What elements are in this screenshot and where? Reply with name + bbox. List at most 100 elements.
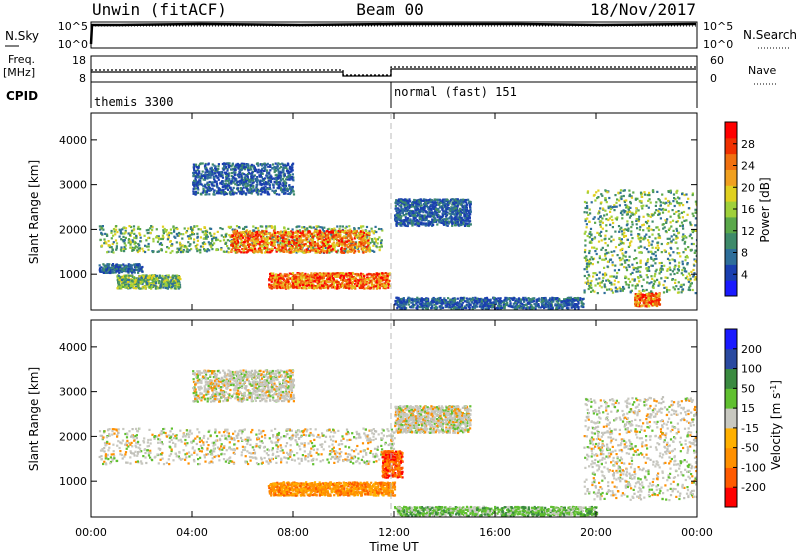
- power-cell-2583: [305, 282, 308, 285]
- power-cell-279: [110, 237, 113, 240]
- power-cell-97: [378, 246, 382, 249]
- power-cell-4657: [465, 203, 469, 206]
- power-cell-1504: [289, 246, 293, 249]
- power-cell-1613: [258, 248, 261, 251]
- power-cell-1700: [233, 241, 237, 244]
- power-cell-3191: [136, 265, 140, 269]
- power-cell-3472: [221, 162, 224, 166]
- power-cell-2836: [168, 281, 172, 284]
- power-cell-2821: [174, 277, 177, 280]
- power-cell-4062: [228, 178, 231, 181]
- power-cell-808: [375, 238, 378, 241]
- power-cell-4060: [291, 187, 294, 190]
- power-cell-28: [354, 241, 358, 244]
- power-cell-4663: [468, 220, 472, 223]
- power-cell-2174: [347, 282, 351, 285]
- power-cell-2403: [311, 282, 314, 285]
- power-cell-741: [222, 239, 226, 242]
- power-cell-1743: [249, 232, 252, 235]
- power-cell-4882: [444, 212, 447, 215]
- power-cell-3318: [126, 267, 129, 270]
- power-cell-880: [357, 227, 360, 230]
- power-cell-1111: [349, 235, 352, 238]
- power-cell-4795: [437, 214, 440, 217]
- power-cell-2051: [354, 285, 357, 288]
- power-cell-3653: [197, 188, 200, 191]
- power-cell-2486: [383, 282, 386, 285]
- power-cell-4819: [426, 206, 429, 209]
- power-cell-1753: [277, 247, 280, 250]
- power-cell-403: [216, 238, 220, 241]
- power-cell-4468: [411, 200, 414, 204]
- power-cell-34: [123, 250, 126, 253]
- power-cell-414: [108, 244, 111, 247]
- power-cell-3057: [145, 274, 148, 277]
- power-cell-2588: [327, 274, 330, 278]
- power-cell-3145: [154, 282, 157, 285]
- power-cell-445: [178, 241, 181, 244]
- power-cell-4044: [230, 165, 233, 168]
- power-cell-2529: [385, 279, 388, 282]
- power-cell-1463: [294, 231, 298, 234]
- power-cell-3326: [115, 270, 118, 273]
- power-cell-576: [273, 225, 276, 228]
- power-cell-3361: [105, 264, 108, 267]
- power-cell-1475: [262, 240, 265, 243]
- power-cell-98: [164, 230, 168, 233]
- power-cell-688: [177, 231, 181, 235]
- power-cell-4646: [458, 223, 462, 226]
- power-cell-3656: [277, 162, 280, 165]
- power-cell-1588: [292, 250, 295, 254]
- power-cell-3770: [228, 172, 231, 175]
- power-cell-4695: [468, 200, 471, 203]
- power-cell-4195: [278, 193, 281, 196]
- power-cell-4630: [423, 198, 426, 201]
- power-cell-1507: [318, 229, 321, 232]
- power-cell-145: [220, 247, 223, 250]
- power-cell-4207: [261, 163, 264, 166]
- power-cell-3290: [116, 268, 119, 271]
- power-cell-2480: [315, 287, 318, 290]
- power-cell-4197: [246, 189, 249, 192]
- power-cell-2250: [369, 273, 372, 276]
- power-cell-583: [106, 234, 109, 237]
- power-cell-1783: [368, 246, 371, 249]
- power-cell-175: [105, 233, 109, 236]
- power-cell-3139: [157, 281, 160, 284]
- power-cell-1452: [349, 246, 352, 249]
- power-cell-4645: [447, 222, 450, 225]
- power-cell-1708: [234, 232, 237, 235]
- power-cell-2497: [271, 272, 274, 275]
- power-cell-1096: [239, 242, 242, 245]
- power-cell-4221: [256, 179, 259, 182]
- power-cell-2172: [307, 279, 310, 282]
- power-cell-3996: [209, 188, 212, 191]
- power-cell-3053: [165, 285, 168, 288]
- power-cell-2435: [290, 285, 293, 288]
- power-cell-2770: [169, 276, 172, 279]
- power-cell-4145: [250, 177, 253, 180]
- power-cell-3032: [128, 284, 131, 287]
- power-cell-2687: [357, 279, 360, 282]
- power-cell-302: [321, 226, 324, 229]
- power-cell-3088: [152, 284, 155, 287]
- power-cell-4066: [205, 193, 208, 196]
- power-cell-4222: [278, 176, 281, 179]
- power-cell-1515: [258, 243, 261, 246]
- power-cell-2: [147, 248, 150, 251]
- power-cell-4054: [200, 183, 203, 186]
- power-cell-3441: [226, 167, 229, 170]
- power-cell-4230: [271, 163, 275, 166]
- power-cell-3323: [105, 271, 108, 274]
- power-cell-4154: [259, 169, 262, 172]
- power-cell-1252: [281, 243, 284, 246]
- power-cell-796: [135, 234, 138, 237]
- power-cell-784: [220, 248, 223, 251]
- power-cell-2128: [378, 287, 381, 290]
- power-cell-1414: [254, 231, 257, 234]
- power-cell-921: [363, 234, 367, 237]
- power-cell-1634: [237, 246, 240, 250]
- power-cell-2891: [130, 283, 133, 286]
- power-cell-4236: [290, 177, 293, 180]
- power-cell-847: [205, 234, 208, 237]
